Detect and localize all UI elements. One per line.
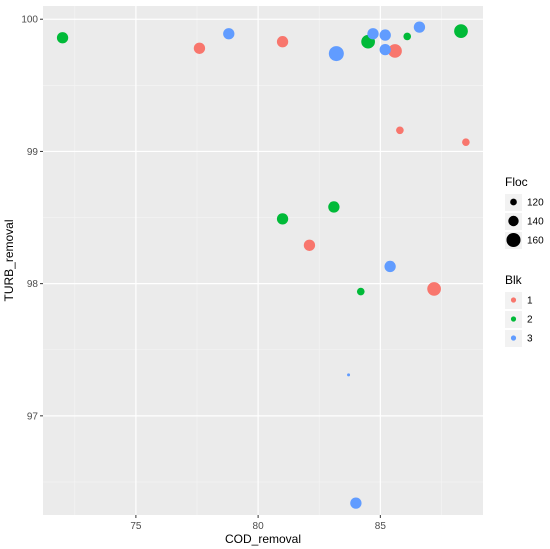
y-tick-label: 97 [27, 411, 39, 422]
data-point-blk-1 [396, 126, 404, 135]
data-point-blk-2 [328, 201, 340, 213]
data-point-blk-3 [350, 497, 362, 509]
x-tick-label: 75 [130, 521, 142, 532]
y-axis-title: TURB_removal [2, 219, 16, 301]
data-point-blk-3 [413, 21, 426, 33]
size-legend-label: 160 [527, 236, 544, 247]
data-point-blk-1 [276, 36, 289, 48]
color-legend: Blk 1 2 3 [505, 273, 533, 347]
grid-minor [43, 6, 483, 515]
data-point-blk-1 [462, 138, 470, 146]
plot-panel [43, 6, 483, 515]
x-axis-title: COD_removal [225, 532, 301, 546]
size-legend: Floc 120 140 160 [505, 175, 544, 249]
y-tick-label: 98 [27, 279, 39, 290]
size-legend-label: 120 [527, 198, 544, 209]
size-legend-title: Floc [505, 175, 528, 189]
data-point-blk-2 [454, 24, 468, 38]
data-point-blk-2 [356, 287, 365, 296]
size-legend-symbol [508, 215, 519, 227]
y-tick-label: 100 [21, 15, 38, 26]
grid-major [43, 6, 483, 515]
data-point-blk-1 [427, 282, 441, 296]
color-legend-symbol [510, 316, 517, 322]
size-legend-symbol [510, 198, 517, 206]
size-legend-symbol [506, 232, 521, 248]
data-point-blk-1 [388, 44, 402, 58]
color-legend-label: 3 [527, 334, 533, 345]
color-legend-label: 1 [527, 296, 533, 307]
x-tick-label: 85 [375, 521, 387, 532]
data-point-blk-1 [193, 42, 206, 54]
data-point-blk-2 [403, 32, 412, 41]
data-point-blk-1 [303, 239, 316, 251]
size-legend-label: 140 [527, 217, 544, 228]
data-point-blk-3 [379, 43, 391, 56]
data-point-blk-3 [328, 46, 344, 62]
x-axis: 75 80 85 [130, 515, 386, 532]
y-tick-label: 99 [27, 147, 39, 158]
data-point-blk-2 [276, 213, 289, 225]
data-point-blk-3 [367, 28, 379, 40]
data-point-blk-2 [56, 32, 69, 44]
color-legend-symbol [510, 297, 517, 303]
y-axis: 97 98 99 100 [21, 15, 43, 422]
data-points [56, 21, 470, 509]
color-legend-title: Blk [505, 273, 523, 287]
data-point-blk-3 [379, 29, 391, 41]
data-point-blk-3 [223, 28, 235, 40]
data-point-blk-3 [347, 373, 351, 377]
data-point-blk-3 [384, 260, 396, 273]
x-tick-label: 80 [253, 521, 265, 532]
color-legend-symbol [510, 335, 517, 341]
color-legend-label: 2 [527, 315, 533, 326]
